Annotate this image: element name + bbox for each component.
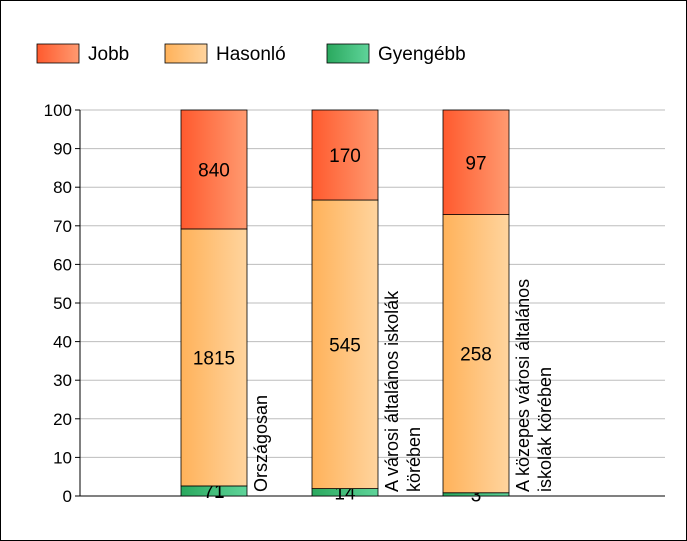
bar-hasonló-2 xyxy=(442,214,510,494)
legend-swatch xyxy=(326,43,370,64)
y-tick-label: 100 xyxy=(44,101,72,120)
y-tick-label: 10 xyxy=(53,448,72,467)
data-label: 3 xyxy=(471,485,482,506)
legend-label: Jobb xyxy=(88,44,129,65)
bar-jobb-1 xyxy=(311,109,379,201)
legend-item-jobb: Jobb xyxy=(36,43,129,65)
category-label-1: A városi általános iskolák körében xyxy=(382,290,424,492)
y-tick-label: 60 xyxy=(53,255,72,274)
y-tick-label: 40 xyxy=(53,333,72,352)
category-label-line: Országosan xyxy=(251,395,271,492)
bar-jobb-2 xyxy=(442,109,510,215)
category-label-0: Országosan xyxy=(251,395,271,492)
bar-jobb-0 xyxy=(180,109,248,230)
category-label-line: iskolák körében xyxy=(535,367,555,492)
category-label-2: A közepes városi általános iskolák körébe… xyxy=(513,279,555,492)
legend: Jobb Hasonló Gyengébb xyxy=(36,43,466,65)
data-label: 840 xyxy=(198,160,230,181)
data-label: 258 xyxy=(460,345,492,366)
category-label-line: A közepes városi általános xyxy=(513,279,533,492)
legend-item-gyengébb: Gyengébb xyxy=(326,43,466,65)
y-tick-label: 30 xyxy=(53,371,72,390)
y-tick-label: 90 xyxy=(53,140,72,159)
y-tick-label: 50 xyxy=(53,294,72,313)
legend-label: Hasonló xyxy=(216,44,286,65)
data-label: 97 xyxy=(465,153,486,174)
y-tick-label: 80 xyxy=(53,178,72,197)
legend-item-hasonló: Hasonló xyxy=(164,43,286,65)
legend-label: Gyengébb xyxy=(378,44,466,65)
legend-swatch xyxy=(36,43,80,64)
y-tick-label: 70 xyxy=(53,217,72,236)
data-label: 1815 xyxy=(193,348,235,369)
category-labels: Országosan A városi általános iskolák köré… xyxy=(251,279,555,492)
y-tick-label: 20 xyxy=(53,410,72,429)
y-tick-label: 0 xyxy=(63,487,72,506)
y-axis: 0 10 20 30 40 50 60 70 80 90 100 xyxy=(44,101,665,506)
legend-swatch xyxy=(164,43,208,64)
data-label: 71 xyxy=(203,482,224,503)
data-label: 545 xyxy=(329,335,361,356)
bar-hasonló-0 xyxy=(180,228,248,487)
data-label: 170 xyxy=(329,146,361,167)
category-label-line: A városi általános iskolák xyxy=(382,290,402,492)
category-label-line: körében xyxy=(404,427,424,492)
bar-hasonló-1 xyxy=(311,199,379,489)
